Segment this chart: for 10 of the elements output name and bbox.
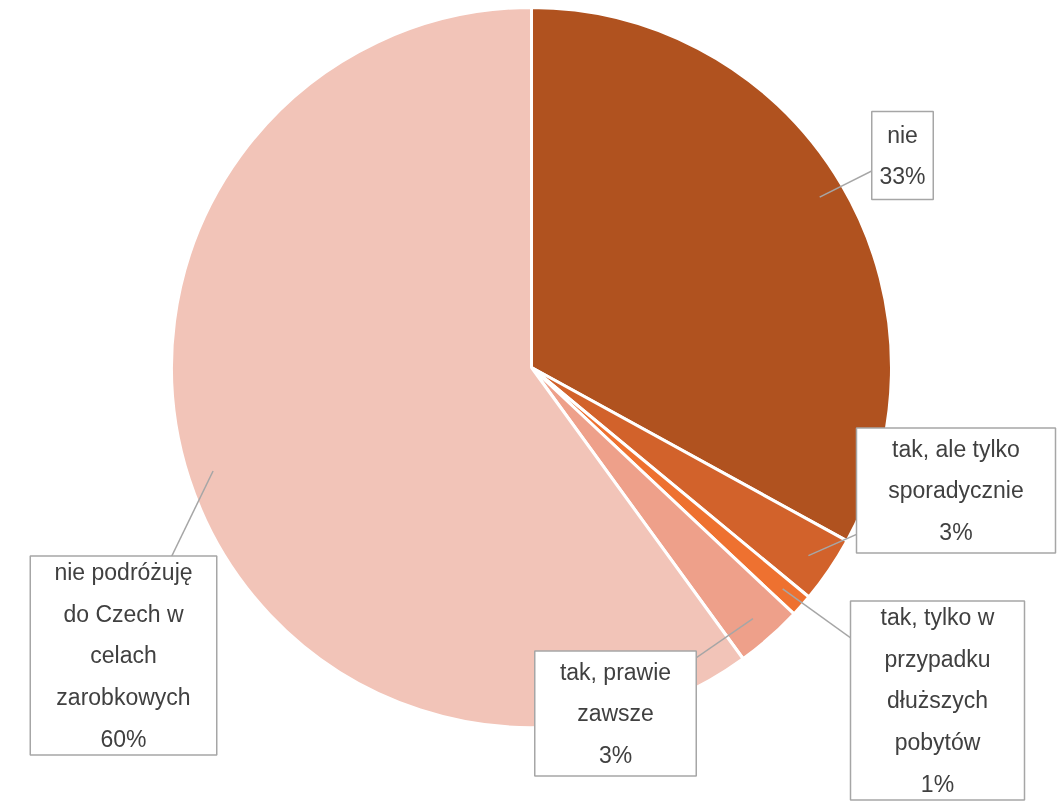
slice-label: nie podróżuję do Czech w celach zarobkowych: [54, 559, 193, 711]
data-label: 33%: [879, 163, 926, 190]
slice-label: tak, prawie zawsze: [559, 658, 672, 727]
data-label: 1%: [920, 770, 955, 797]
slice-label: nie: [887, 121, 918, 148]
data-label: 3%: [939, 519, 973, 546]
slice-label: tak, ale tylko sporadycznie: [888, 435, 1024, 504]
data-label: 3%: [598, 742, 633, 769]
data-label: 60%: [100, 725, 147, 752]
slice-label: tak, tylko w przypadku dłuższych pobytów: [880, 604, 995, 756]
